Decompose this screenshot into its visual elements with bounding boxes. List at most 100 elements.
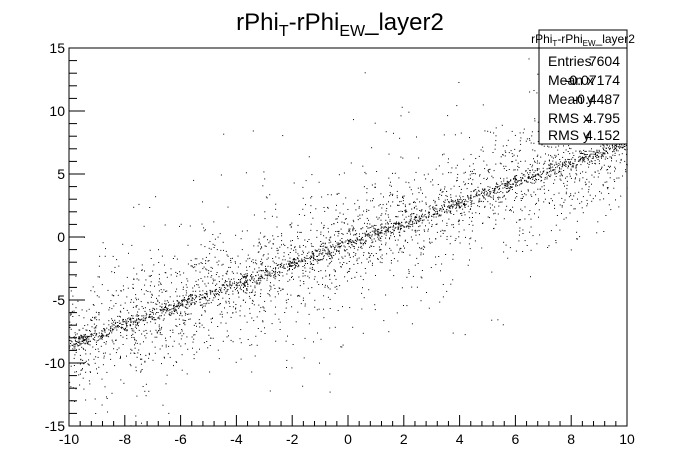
scatter-point	[547, 145, 549, 147]
scatter-point	[422, 253, 424, 255]
scatter-point	[267, 265, 269, 267]
scatter-point	[328, 255, 330, 257]
scatter-point	[227, 270, 229, 272]
scatter-point	[509, 190, 510, 192]
scatter-point	[508, 190, 509, 192]
scatter-point	[107, 289, 109, 291]
scatter-point	[254, 291, 256, 293]
scatter-point	[264, 327, 265, 329]
scatter-point	[213, 297, 215, 299]
scatter-point	[165, 306, 166, 307]
scatter-point	[298, 255, 300, 257]
scatter-point	[618, 154, 620, 156]
scatter-point	[73, 310, 75, 312]
scatter-point	[397, 229, 399, 230]
scatter-point	[533, 191, 535, 193]
scatter-point	[290, 224, 292, 226]
scatter-point	[572, 152, 574, 154]
scatter-point	[589, 161, 591, 163]
scatter-point	[123, 319, 124, 320]
scatter-point	[322, 227, 324, 229]
scatter-point	[442, 206, 443, 208]
scatter-point	[494, 189, 496, 191]
scatter-point	[325, 237, 327, 239]
scatter-point	[135, 370, 137, 372]
scatter-point	[229, 282, 231, 284]
scatter-point	[215, 294, 217, 295]
scatter-point	[467, 183, 469, 184]
scatter-point	[503, 194, 505, 196]
scatter-point	[258, 241, 260, 243]
scatter-point	[520, 177, 522, 178]
scatter-point	[604, 149, 606, 151]
scatter-point	[487, 170, 489, 172]
scatter-point	[171, 308, 173, 310]
scatter-point	[397, 239, 399, 241]
scatter-point	[457, 173, 459, 175]
scatter-point	[434, 202, 436, 204]
scatter-point	[272, 243, 274, 245]
scatter-point	[587, 159, 589, 161]
scatter-point	[157, 312, 159, 313]
scatter-point	[94, 398, 96, 400]
scatter-point	[577, 238, 578, 240]
scatter-point	[467, 196, 469, 198]
scatter-point	[260, 330, 262, 332]
scatter-point	[229, 280, 231, 282]
scatter-point	[394, 229, 395, 231]
scatter-point	[218, 294, 220, 296]
scatter-point	[302, 266, 304, 267]
scatter-point	[79, 329, 81, 331]
scatter-point	[341, 238, 343, 239]
scatter-point	[470, 203, 472, 205]
scatter-point	[452, 332, 454, 334]
scatter-point	[348, 230, 350, 232]
scatter-point	[583, 160, 585, 162]
scatter-point	[529, 176, 530, 178]
scatter-point	[461, 214, 463, 216]
scatter-point	[240, 342, 242, 344]
scatter-point	[548, 202, 550, 204]
scatter-point	[225, 322, 227, 324]
scatter-point	[163, 356, 165, 358]
scatter-point	[344, 255, 346, 257]
scatter-point	[279, 321, 281, 323]
scatter-point	[369, 223, 371, 225]
scatter-point	[458, 236, 460, 238]
scatter-point	[584, 155, 586, 157]
scatter-point	[255, 282, 257, 284]
scatter-point	[318, 248, 320, 250]
scatter-point	[206, 293, 208, 294]
scatter-point	[396, 244, 398, 246]
scatter-point	[474, 196, 476, 198]
scatter-point	[368, 227, 370, 229]
scatter-point	[471, 200, 473, 202]
scatter-point	[111, 318, 113, 320]
scatter-point	[124, 328, 126, 330]
scatter-point	[200, 244, 202, 246]
scatter-point	[400, 226, 402, 227]
scatter-point	[216, 249, 218, 251]
scatter-point	[404, 209, 406, 211]
scatter-point	[217, 290, 219, 292]
scatter-point	[341, 241, 343, 243]
scatter-point	[390, 193, 392, 195]
scatter-point	[241, 249, 243, 251]
scatter-point	[78, 338, 80, 339]
scatter-point	[277, 264, 279, 266]
scatter-point	[243, 274, 245, 276]
scatter-point	[415, 231, 417, 233]
scatter-point	[186, 373, 188, 375]
scatter-point	[341, 233, 343, 234]
scatter-point	[399, 229, 401, 231]
scatter-point	[404, 211, 406, 213]
scatter-point	[113, 295, 115, 297]
scatter-point	[582, 171, 584, 173]
scatter-point	[303, 252, 304, 254]
scatter-point	[361, 292, 363, 294]
scatter-point	[357, 239, 359, 241]
scatter-point	[268, 275, 270, 277]
stats-meany-value: -0.4487	[573, 91, 621, 107]
scatter-point	[353, 241, 355, 243]
